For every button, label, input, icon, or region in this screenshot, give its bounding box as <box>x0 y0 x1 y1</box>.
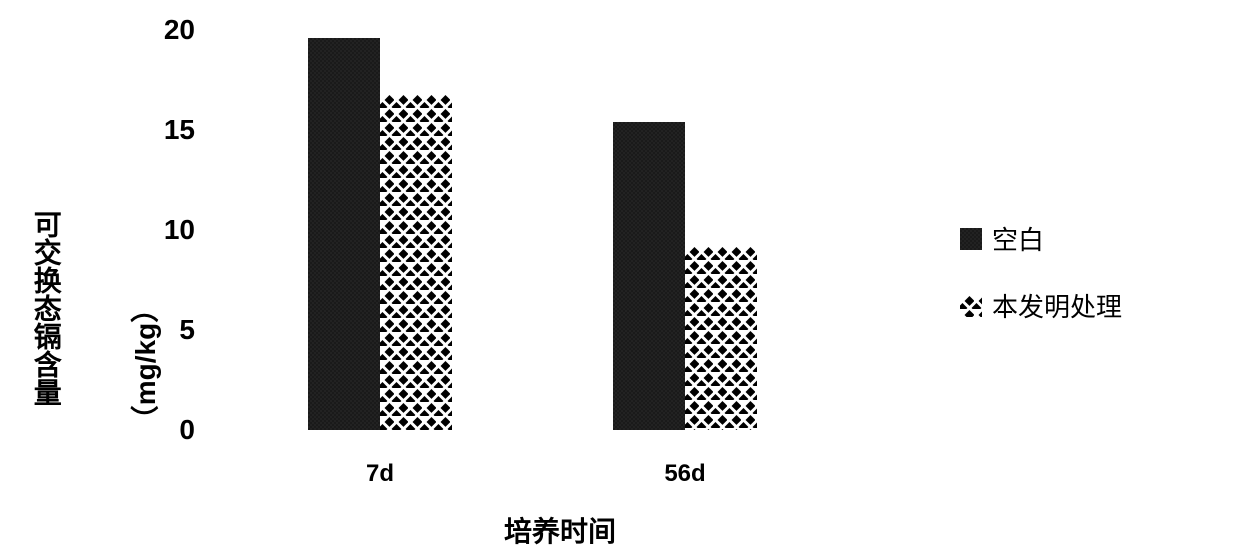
y-axis-label: 可交换态镉含量 <box>30 210 61 406</box>
legend-swatch <box>960 295 982 317</box>
legend-item-treatment: 本发明处理 <box>960 287 1122 324</box>
legend-swatch <box>960 228 982 250</box>
bar-treatment <box>685 246 757 430</box>
bar-blank <box>613 122 685 430</box>
bar-blank <box>308 38 380 430</box>
legend: 空白本发明处理 <box>960 220 1122 354</box>
bar-chart: 可交换态镉含量 （mg/kg） 051015207d56d 培养时间 空白本发明… <box>0 0 1239 560</box>
plot-area: 051015207d56d <box>210 30 910 430</box>
legend-item-blank: 空白 <box>960 220 1122 257</box>
legend-label: 本发明处理 <box>992 287 1122 324</box>
x-axis-title: 培养时间 <box>504 510 616 550</box>
legend-label: 空白 <box>992 220 1044 257</box>
y-tick-label: 15 <box>164 114 210 146</box>
y-tick-label: 20 <box>164 14 210 46</box>
x-category-label: 56d <box>664 460 705 488</box>
y-axis-unit: （mg/kg） <box>124 295 164 433</box>
y-tick-label: 0 <box>179 414 210 446</box>
y-tick-label: 5 <box>179 314 210 346</box>
bar-treatment <box>380 94 452 430</box>
x-category-label: 7d <box>366 460 394 488</box>
y-tick-label: 10 <box>164 214 210 246</box>
